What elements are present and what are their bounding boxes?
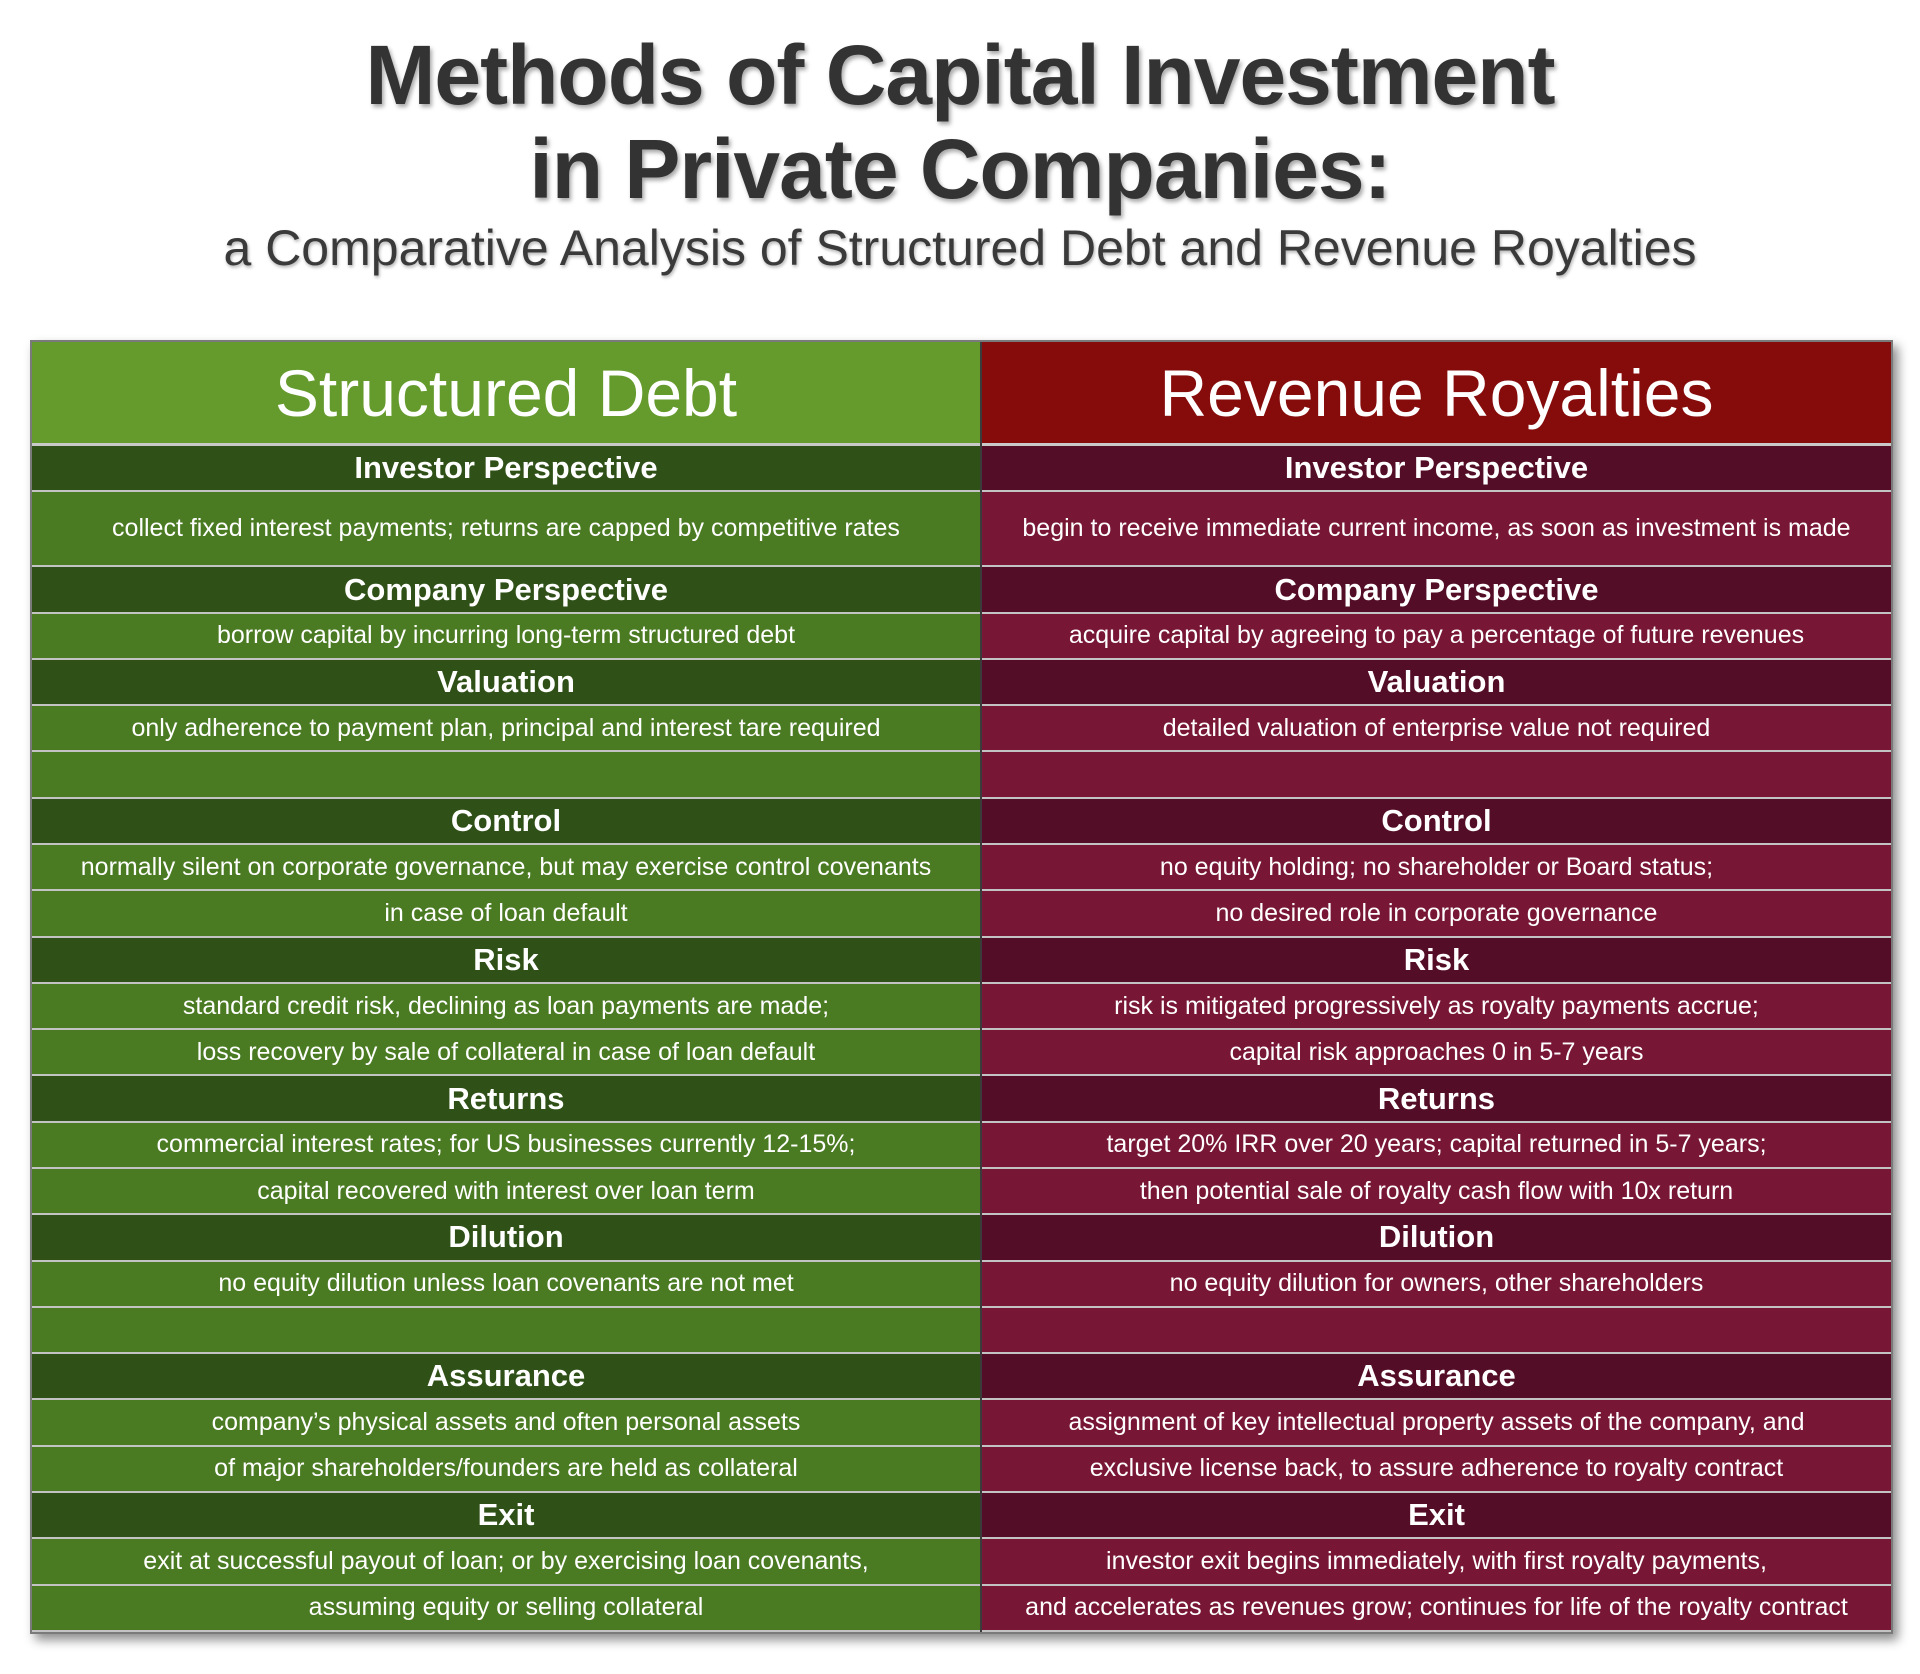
table-cell: commercial interest rates; for US busine… <box>32 1122 980 1170</box>
section-heading: Control <box>32 798 980 846</box>
table-cell: capital recovered with interest over loa… <box>32 1169 980 1216</box>
table-cell <box>982 752 1891 799</box>
table-cell: detailed valuation of enterprise value n… <box>982 706 1891 753</box>
structured-debt-heading: Structured Debt <box>32 342 980 446</box>
section-heading: Assurance <box>32 1354 980 1401</box>
section-heading: Risk <box>982 937 1891 984</box>
section-heading: Exit <box>982 1492 1891 1540</box>
table-cell <box>982 1307 1891 1355</box>
table-cell: no equity holding; no shareholder or Boa… <box>982 845 1891 892</box>
table-cell: exit at successful payout of loan; or by… <box>32 1539 980 1586</box>
table-cell: then potential sale of royalty cash flow… <box>982 1169 1891 1216</box>
table-cell: investor exit begins immediately, with f… <box>982 1539 1891 1586</box>
table-cell: target 20% IRR over 20 years; capital re… <box>982 1122 1891 1170</box>
revenue-royalties-heading: Revenue Royalties <box>982 342 1891 446</box>
table-cell: only adherence to payment plan, principa… <box>32 706 980 753</box>
page-title-line-1: Methods of Capital Investment <box>365 28 1555 122</box>
section-heading: Returns <box>982 1076 1891 1123</box>
section-heading: Dilution <box>982 1215 1891 1262</box>
title-block: Methods of Capital Investment in Private… <box>0 28 1920 278</box>
section-heading: Valuation <box>982 659 1891 707</box>
section-heading: Assurance <box>982 1354 1891 1401</box>
section-heading: Valuation <box>32 659 980 707</box>
table-cell: begin to receive immediate current incom… <box>982 492 1891 568</box>
table-cell: borrow capital by incurring long-term st… <box>32 613 980 660</box>
section-heading: Control <box>982 798 1891 846</box>
table-cell: loss recovery by sale of collateral in c… <box>32 1030 980 1077</box>
section-heading: Investor Perspective <box>32 446 980 493</box>
table-cell: acquire capital by agreeing to pay a per… <box>982 613 1891 660</box>
comparison-table: Structured Debt Investor Perspective col… <box>30 340 1893 1634</box>
page-subtitle: a Comparative Analysis of Structured Deb… <box>223 220 1697 276</box>
table-cell: exclusive license back, to assure adhere… <box>982 1446 1891 1493</box>
table-cell <box>32 752 980 799</box>
section-heading: Company Perspective <box>32 567 980 614</box>
table-cell: standard credit risk, declining as loan … <box>32 983 980 1031</box>
table-cell: no equity dilution for owners, other sha… <box>982 1261 1891 1308</box>
table-cell: company’s physical assets and often pers… <box>32 1400 980 1447</box>
table-cell: of major shareholders/founders are held … <box>32 1446 980 1493</box>
structured-debt-column: Structured Debt Investor Perspective col… <box>32 342 982 1632</box>
table-cell: and accelerates as revenues grow; contin… <box>982 1585 1891 1632</box>
table-cell: no desired role in corporate governance <box>982 891 1891 938</box>
table-cell: risk is mitigated progressively as royal… <box>982 983 1891 1031</box>
table-cell: capital risk approaches 0 in 5-7 years <box>982 1030 1891 1077</box>
page-title-line-2: in Private Companies: <box>529 122 1391 216</box>
table-cell: assignment of key intellectual property … <box>982 1400 1891 1447</box>
table-cell: assuming equity or selling collateral <box>32 1585 980 1632</box>
table-cell: no equity dilution unless loan covenants… <box>32 1261 980 1308</box>
section-heading: Risk <box>32 937 980 984</box>
table-cell: in case of loan default <box>32 891 980 938</box>
table-cell: collect fixed interest payments; returns… <box>32 492 980 568</box>
section-heading: Dilution <box>32 1215 980 1262</box>
revenue-royalties-column: Revenue Royalties Investor Perspective b… <box>982 342 1891 1632</box>
section-heading: Investor Perspective <box>982 446 1891 493</box>
section-heading: Exit <box>32 1492 980 1540</box>
section-heading: Company Perspective <box>982 567 1891 614</box>
table-cell <box>32 1307 980 1355</box>
table-cell: normally silent on corporate governance,… <box>32 845 980 892</box>
section-heading: Returns <box>32 1076 980 1123</box>
